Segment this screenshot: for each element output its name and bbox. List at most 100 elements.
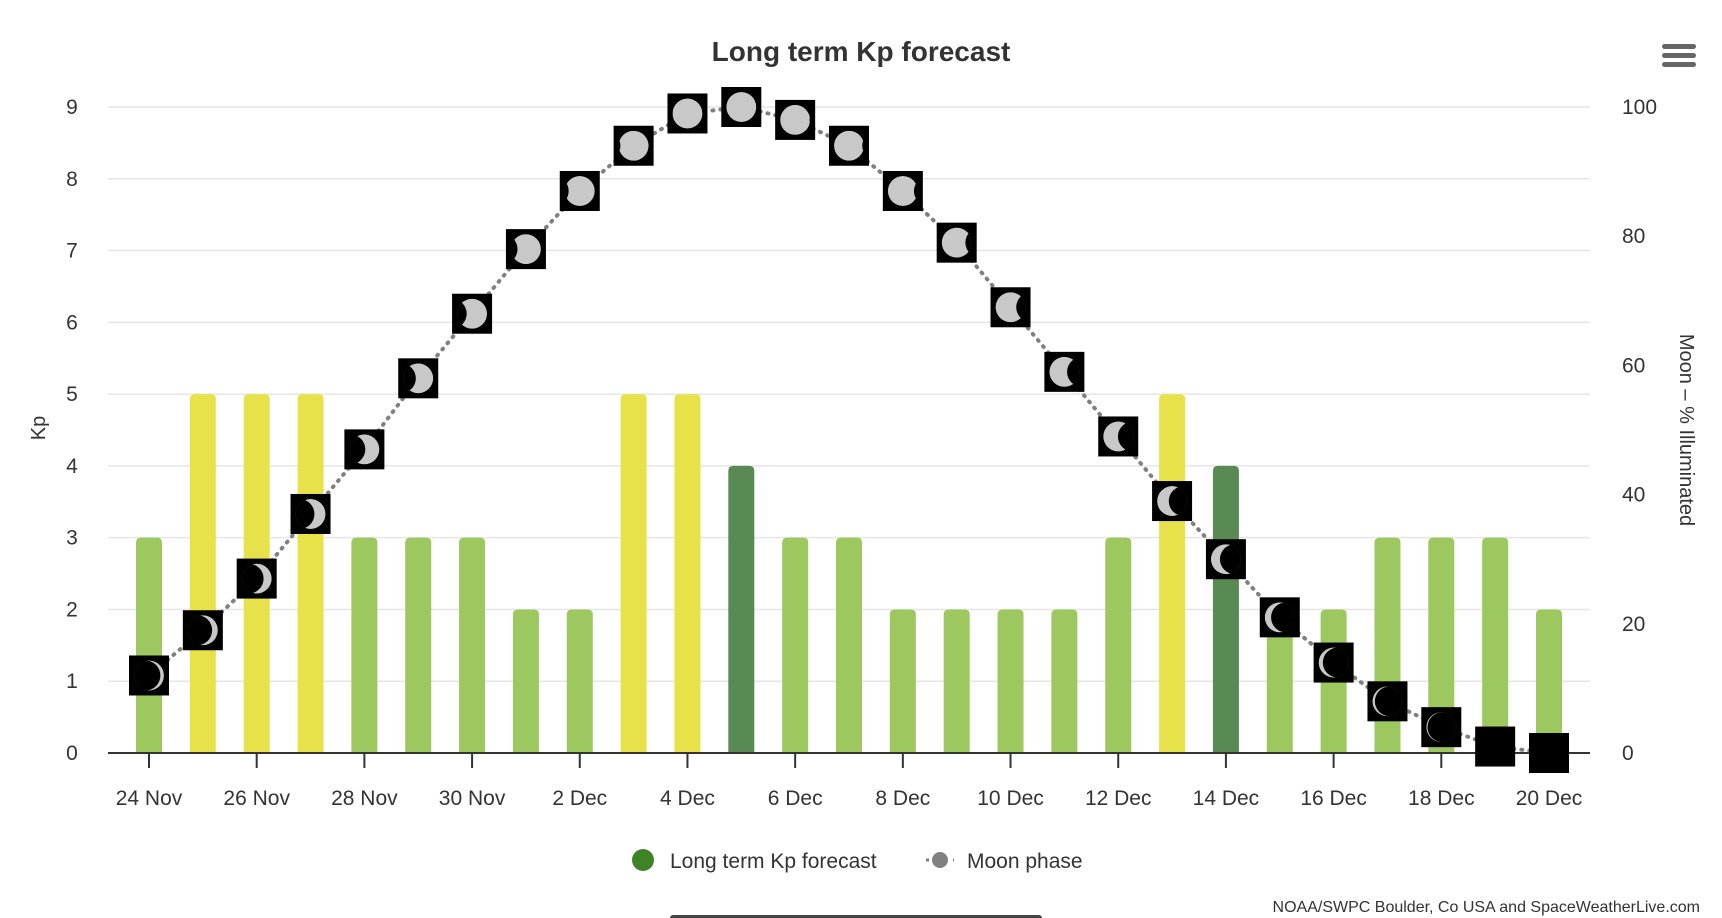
x-tick-label: 8 Dec xyxy=(875,787,930,810)
moon-shadow xyxy=(1067,356,1080,387)
moon-phase-marker xyxy=(721,87,762,127)
moon-phase-marker xyxy=(236,558,277,599)
moon-phase-marker xyxy=(667,93,708,134)
kp-bar xyxy=(674,394,701,753)
moon-icon xyxy=(834,130,864,161)
moon-shadow xyxy=(1219,544,1241,575)
kp-bar xyxy=(459,537,486,753)
legend-item-kp[interactable]: Long term Kp forecast xyxy=(632,849,877,873)
kp-bar xyxy=(1159,394,1186,753)
kp-bar xyxy=(1266,609,1293,753)
y2-tick-label: 60 xyxy=(1622,354,1645,377)
moon-icon xyxy=(295,498,326,529)
scrollbar-indicator[interactable] xyxy=(670,915,1042,918)
kp-bar xyxy=(997,609,1024,753)
kp-bar xyxy=(566,609,593,753)
legend-moon-marker xyxy=(932,852,948,868)
moon-icon xyxy=(618,130,649,161)
y-tick-label: 8 xyxy=(66,168,78,191)
kp-bar xyxy=(836,537,862,753)
x-tick-label: 6 Dec xyxy=(768,787,823,810)
moon-shadow xyxy=(1168,486,1188,517)
moon-phase-marker xyxy=(613,125,654,166)
moon-icon xyxy=(1534,738,1564,768)
chart-title: Long term Kp forecast xyxy=(712,36,1011,67)
legend-kp-marker xyxy=(632,849,654,871)
moon-icon xyxy=(726,92,757,122)
x-tick-label: 2 Dec xyxy=(552,787,607,810)
y-axis-title: Kp xyxy=(28,416,50,440)
legend-moon-label[interactable]: Moon phase xyxy=(967,850,1083,873)
moon-phase-marker xyxy=(1098,416,1139,457)
moon-icon xyxy=(1318,647,1349,678)
moon-phase-marker xyxy=(775,99,816,140)
moon-phase-marker xyxy=(1367,681,1408,722)
moon-lit-disk xyxy=(564,175,595,206)
legend-kp-label[interactable]: Long term Kp forecast xyxy=(670,850,877,873)
moon-icon xyxy=(1103,421,1134,452)
legend-item-moon[interactable]: Moon phase xyxy=(926,850,1083,873)
kp-bar xyxy=(1428,537,1455,753)
x-tick-label: 4 Dec xyxy=(660,787,715,810)
kp-bar xyxy=(943,609,970,753)
kp-bar xyxy=(1482,537,1509,753)
kp-bar xyxy=(1105,537,1132,753)
moon-icon xyxy=(457,298,488,329)
moon-phase-marker xyxy=(829,125,869,166)
x-tick-label: 14 Dec xyxy=(1193,787,1260,810)
legend: Long term Kp forecast Moon phase xyxy=(632,849,1083,873)
x-tick-label: 16 Dec xyxy=(1300,787,1367,810)
moon-phase-marker xyxy=(344,429,385,470)
moon-shadow xyxy=(1117,421,1134,452)
moon-icon xyxy=(564,175,595,206)
moon-icon xyxy=(1480,731,1511,762)
moon-shadow xyxy=(134,660,161,691)
moon-icon xyxy=(134,660,164,691)
moon-shadow xyxy=(1374,686,1403,717)
x-tick-label: 24 Nov xyxy=(116,787,183,810)
y-tick-label: 2 xyxy=(66,598,78,621)
credits[interactable]: NOAA/SWPC Boulder, Co USA and SpaceWeath… xyxy=(1273,899,1700,916)
kp-bar xyxy=(297,394,324,753)
moon-icon xyxy=(349,434,380,465)
kp-bar xyxy=(1051,609,1078,753)
hamburger-menu-icon[interactable] xyxy=(1662,44,1696,49)
moon-icon xyxy=(941,227,972,258)
moon-lit-disk xyxy=(780,104,811,135)
moon-phase-marker xyxy=(290,493,331,534)
y-tick-label: 3 xyxy=(66,527,78,550)
moon-phase-marker xyxy=(398,358,439,399)
moon-phase-marker xyxy=(1475,726,1516,767)
kp-bar xyxy=(1536,609,1562,753)
x-tick-label: 26 Nov xyxy=(223,787,290,810)
moon-shadow xyxy=(1427,712,1457,743)
moon-phase-marker xyxy=(1529,733,1569,773)
moon-phase-marker xyxy=(452,293,493,334)
y2-tick-label: 0 xyxy=(1622,742,1634,765)
moon-phase-marker xyxy=(1313,642,1354,683)
moon-shadow xyxy=(457,298,467,329)
moon-shadow xyxy=(349,434,366,465)
moon-lit-disk xyxy=(995,292,1026,323)
moon-icon xyxy=(510,234,541,265)
moon-phase-marker xyxy=(505,229,546,270)
y2-tick-label: 100 xyxy=(1622,96,1657,119)
moon-lit-disk xyxy=(887,175,918,206)
y-tick-label: 4 xyxy=(66,455,78,478)
moon-shadow xyxy=(1534,738,1564,768)
moon-shadow xyxy=(1480,731,1511,762)
moon-icon xyxy=(887,175,918,206)
menu-button[interactable] xyxy=(1662,44,1696,67)
moon-shadow xyxy=(241,563,264,594)
y-tick-label: 5 xyxy=(66,383,78,406)
moon-icon xyxy=(1372,686,1403,717)
moon-shadow xyxy=(1016,292,1026,323)
moon-phase-marker xyxy=(1205,539,1246,580)
hamburger-menu-icon-bar xyxy=(1662,62,1696,67)
moon-phase-marker xyxy=(559,170,600,211)
kp-bar xyxy=(136,537,162,753)
x-tick-label: 28 Nov xyxy=(331,787,398,810)
kp-bar xyxy=(782,537,809,753)
moon-icon xyxy=(995,292,1026,323)
